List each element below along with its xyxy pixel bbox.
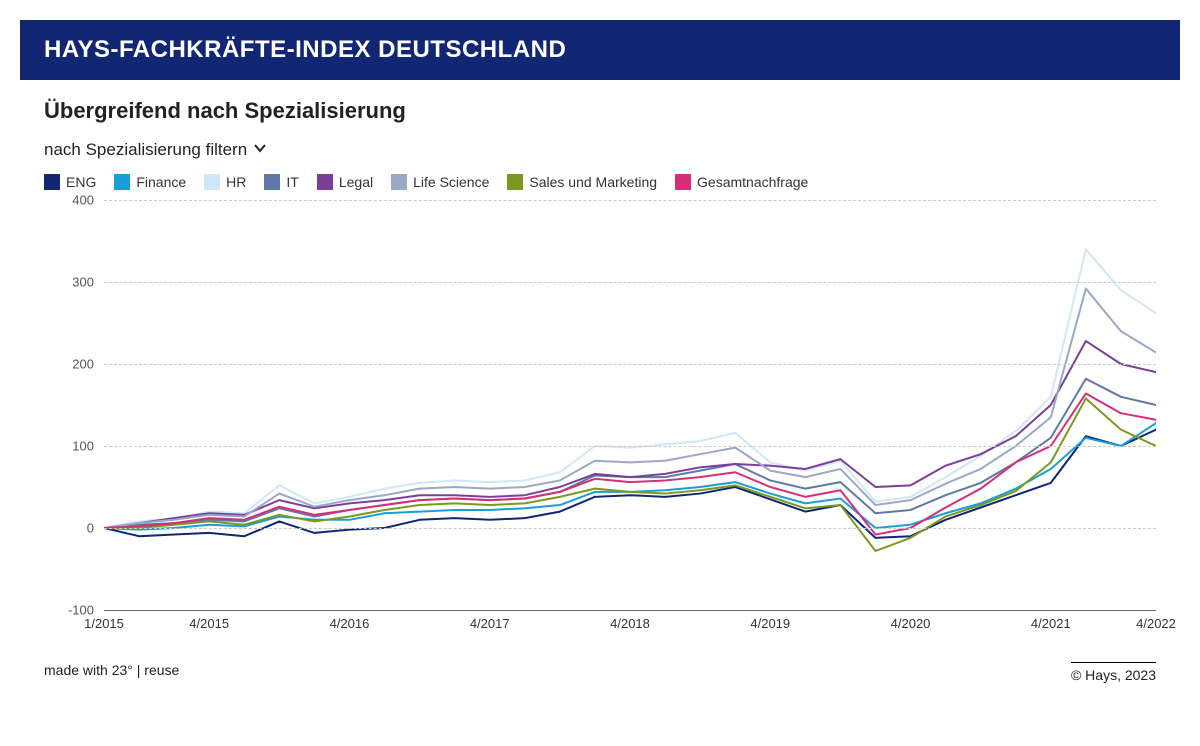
x-axis: 1/20154/20154/20164/20174/20184/20194/20… xyxy=(104,616,1156,638)
x-tick-label: 4/2019 xyxy=(750,616,790,631)
x-tick-label: 4/2022 xyxy=(1136,616,1176,631)
x-tick-label: 4/2021 xyxy=(1031,616,1071,631)
legend-item[interactable]: HR xyxy=(204,174,246,190)
series-line xyxy=(104,394,1156,535)
legend-label: HR xyxy=(226,174,246,190)
chart-lines xyxy=(104,200,1156,610)
legend: ENG Finance HR IT Legal Life Science Sales und… xyxy=(44,174,1156,190)
legend-item[interactable]: Legal xyxy=(317,174,373,190)
footer-attribution[interactable]: made with 23° | reuse xyxy=(44,662,179,683)
grid-line xyxy=(104,364,1156,365)
legend-item[interactable]: ENG xyxy=(44,174,96,190)
footer: made with 23° | reuse © Hays, 2023 xyxy=(44,662,1156,683)
y-tick-label: 0 xyxy=(44,521,94,536)
filter-dropdown[interactable]: nach Spezialisierung filtern xyxy=(44,140,267,160)
x-tick-label: 1/2015 xyxy=(84,616,124,631)
legend-label: IT xyxy=(286,174,298,190)
y-axis: -1000100200300400 xyxy=(44,200,94,610)
legend-label: Legal xyxy=(339,174,373,190)
legend-label: Gesamtnachfrage xyxy=(697,174,808,190)
grid-line xyxy=(104,282,1156,283)
legend-item[interactable]: IT xyxy=(264,174,298,190)
legend-swatch xyxy=(264,174,280,190)
chart-grid xyxy=(104,200,1156,610)
y-tick-label: 400 xyxy=(44,193,94,208)
x-tick-label: 4/2017 xyxy=(470,616,510,631)
x-tick-label: 4/2015 xyxy=(189,616,229,631)
x-tick-label: 4/2016 xyxy=(330,616,370,631)
legend-swatch xyxy=(204,174,220,190)
grid-line xyxy=(104,446,1156,447)
footer-copyright: © Hays, 2023 xyxy=(1071,662,1156,683)
y-tick-label: 300 xyxy=(44,275,94,290)
legend-item[interactable]: Gesamtnachfrage xyxy=(675,174,808,190)
x-axis-line xyxy=(104,610,1156,611)
y-tick-label: 100 xyxy=(44,439,94,454)
series-line xyxy=(104,249,1156,528)
legend-label: Sales und Marketing xyxy=(529,174,657,190)
grid-line xyxy=(104,528,1156,529)
filter-label: nach Spezialisierung filtern xyxy=(44,140,247,160)
x-tick-label: 4/2018 xyxy=(610,616,650,631)
legend-item[interactable]: Finance xyxy=(114,174,186,190)
chart-plot-area: -1000100200300400 xyxy=(44,200,1156,610)
legend-item[interactable]: Life Science xyxy=(391,174,489,190)
legend-label: ENG xyxy=(66,174,96,190)
grid-line xyxy=(104,200,1156,201)
legend-swatch xyxy=(44,174,60,190)
y-tick-label: 200 xyxy=(44,357,94,372)
legend-swatch xyxy=(507,174,523,190)
chevron-down-icon xyxy=(253,140,267,160)
legend-label: Life Science xyxy=(413,174,489,190)
legend-item[interactable]: Sales und Marketing xyxy=(507,174,657,190)
x-tick-label: 4/2020 xyxy=(891,616,931,631)
legend-label: Finance xyxy=(136,174,186,190)
legend-swatch xyxy=(675,174,691,190)
legend-swatch xyxy=(391,174,407,190)
subtitle: Übergreifend nach Spezialisierung xyxy=(44,98,1156,124)
legend-swatch xyxy=(114,174,130,190)
banner-title: HAYS-FACHKRÄFTE-INDEX DEUTSCHLAND xyxy=(20,20,1180,80)
legend-swatch xyxy=(317,174,333,190)
